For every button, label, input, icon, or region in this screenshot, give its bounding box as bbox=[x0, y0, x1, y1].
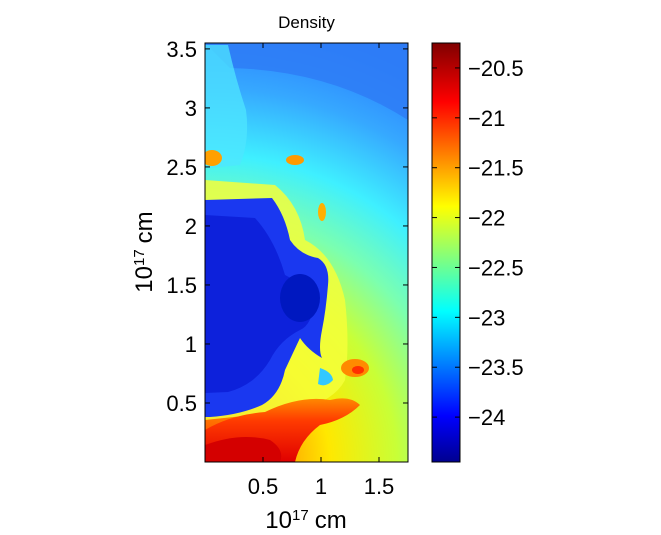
cavity-core bbox=[205, 215, 315, 393]
cyan-patch bbox=[318, 368, 333, 386]
x-tick-label: 1.5 bbox=[364, 474, 395, 499]
y-axis-label: 1017cm bbox=[131, 211, 159, 292]
y-axis: 0.5 1 1.5 2 2.5 3 3.5 bbox=[166, 37, 408, 416]
hot-knot-left bbox=[205, 150, 222, 166]
colorbar-tick-label: −21 bbox=[468, 106, 505, 131]
colorbar bbox=[432, 43, 460, 462]
y-tick-label: 0.5 bbox=[166, 391, 197, 416]
density-field bbox=[205, 43, 408, 462]
plot-frame bbox=[204, 42, 409, 463]
colorbar-frame bbox=[431, 42, 461, 463]
y-tick-label: 2.5 bbox=[166, 155, 197, 180]
y-tick-label: 2 bbox=[185, 214, 197, 239]
colorbar-tick-label: −21.5 bbox=[468, 156, 524, 181]
chart-title: Density bbox=[278, 13, 335, 32]
colorbar-tick-label: −22 bbox=[468, 206, 505, 231]
hot-knot-mid bbox=[286, 155, 304, 165]
hot-knot-right bbox=[318, 203, 326, 221]
x-axis: 0.5 1 1.5 bbox=[248, 43, 395, 499]
outer-shell bbox=[205, 43, 408, 120]
x-tick-label: 0.5 bbox=[248, 474, 279, 499]
y-tick-label: 1 bbox=[185, 332, 197, 357]
cavity-dense-spot bbox=[280, 274, 320, 322]
y-tick-label: 1.5 bbox=[166, 273, 197, 298]
cyan-column bbox=[205, 45, 248, 168]
colorbar-tick-label: −22.5 bbox=[468, 255, 524, 280]
x-tick-label: 1 bbox=[315, 474, 327, 499]
colorbar-tick-label: −24 bbox=[468, 405, 505, 430]
colorbar-tick-label: −23 bbox=[468, 305, 505, 330]
y-tick-label: 3.5 bbox=[166, 37, 197, 62]
colorbar-tick-label: −23.5 bbox=[468, 355, 524, 380]
x-axis-label: 1017 cm bbox=[265, 507, 346, 535]
colorbar-tick-label: −20.5 bbox=[468, 56, 524, 81]
y-tick-label: 3 bbox=[185, 96, 197, 121]
colorbar-axis: −24 −23.5 −23 −22.5 −22 −21.5 −21 −20.5 bbox=[432, 56, 524, 430]
dense-base-core bbox=[205, 436, 282, 462]
